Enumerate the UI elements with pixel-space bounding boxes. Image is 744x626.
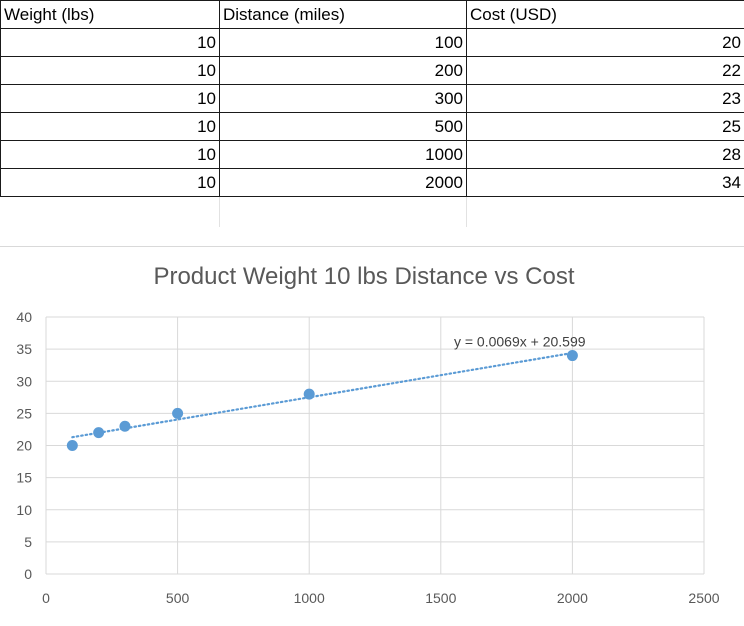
x-tick-label: 1000 [294,590,325,606]
table-row: 10 1000 28 [1,141,744,169]
data-point [119,421,130,432]
chart-title: Product Weight 10 lbs Distance vs Cost [153,263,574,290]
cell-weight[interactable]: 10 [1,57,220,85]
y-tick-label: 15 [16,470,32,486]
trendline [72,353,572,437]
empty-cell[interactable] [467,197,744,227]
x-tick-label: 0 [42,590,50,606]
cell-cost[interactable]: 25 [467,113,744,141]
header-cell-weight[interactable]: Weight (lbs) [1,1,220,29]
cell-distance[interactable]: 300 [220,85,467,113]
x-tick-label: 1500 [425,590,456,606]
x-tick-label: 500 [166,590,190,606]
spreadsheet: Weight (lbs) Distance (miles) Cost (USD)… [0,0,744,227]
cell-cost[interactable]: 34 [467,169,744,197]
header-cell-cost[interactable]: Cost (USD) [467,1,744,29]
y-tick-label: 5 [24,534,32,550]
data-table: Weight (lbs) Distance (miles) Cost (USD)… [0,0,744,227]
cell-distance[interactable]: 200 [220,57,467,85]
empty-row [1,197,744,227]
data-point [93,427,104,438]
table-row: 10 100 20 [1,29,744,57]
table-row: 10 2000 34 [1,169,744,197]
cell-distance[interactable]: 100 [220,29,467,57]
header-row: Weight (lbs) Distance (miles) Cost (USD) [1,1,744,29]
y-tick-label: 10 [16,502,32,518]
data-point [67,440,78,451]
cell-cost[interactable]: 23 [467,85,744,113]
data-point [304,389,315,400]
data-points [67,350,578,451]
table-row: 10 200 22 [1,57,744,85]
y-tick-label: 0 [24,566,32,582]
gridlines [46,317,704,574]
cell-distance[interactable]: 1000 [220,141,467,169]
x-tick-label: 2000 [557,590,588,606]
x-tick-label: 2500 [688,590,719,606]
empty-cell[interactable] [1,197,220,227]
trendline-equation: y = 0.0069x + 20.599 [454,334,586,350]
y-tick-label: 35 [16,341,32,357]
cell-weight[interactable]: 10 [1,29,220,57]
cell-cost[interactable]: 20 [467,29,744,57]
cell-weight[interactable]: 10 [1,113,220,141]
header-cell-distance[interactable]: Distance (miles) [220,1,467,29]
y-tick-label: 25 [16,405,32,421]
table-row: 10 500 25 [1,113,744,141]
axis-tick-labels: 0 5 10 15 20 25 30 35 40 0 500 1000 1500 2000 2500 [16,309,719,606]
y-tick-label: 20 [16,438,32,454]
table-row: 10 300 23 [1,85,744,113]
cell-weight[interactable]: 10 [1,85,220,113]
cell-distance[interactable]: 500 [220,113,467,141]
cell-cost[interactable]: 28 [467,141,744,169]
y-tick-label: 40 [16,309,32,325]
chart-canvas: Product Weight 10 lbs Distance vs Cost 0… [0,247,744,625]
cell-cost[interactable]: 22 [467,57,744,85]
data-point [172,408,183,419]
cell-distance[interactable]: 2000 [220,169,467,197]
cell-weight[interactable]: 10 [1,141,220,169]
empty-cell[interactable] [220,197,467,227]
scatter-chart[interactable]: Product Weight 10 lbs Distance vs Cost 0… [0,246,744,626]
y-tick-label: 30 [16,373,32,389]
cell-weight[interactable]: 10 [1,169,220,197]
data-point [567,350,578,361]
